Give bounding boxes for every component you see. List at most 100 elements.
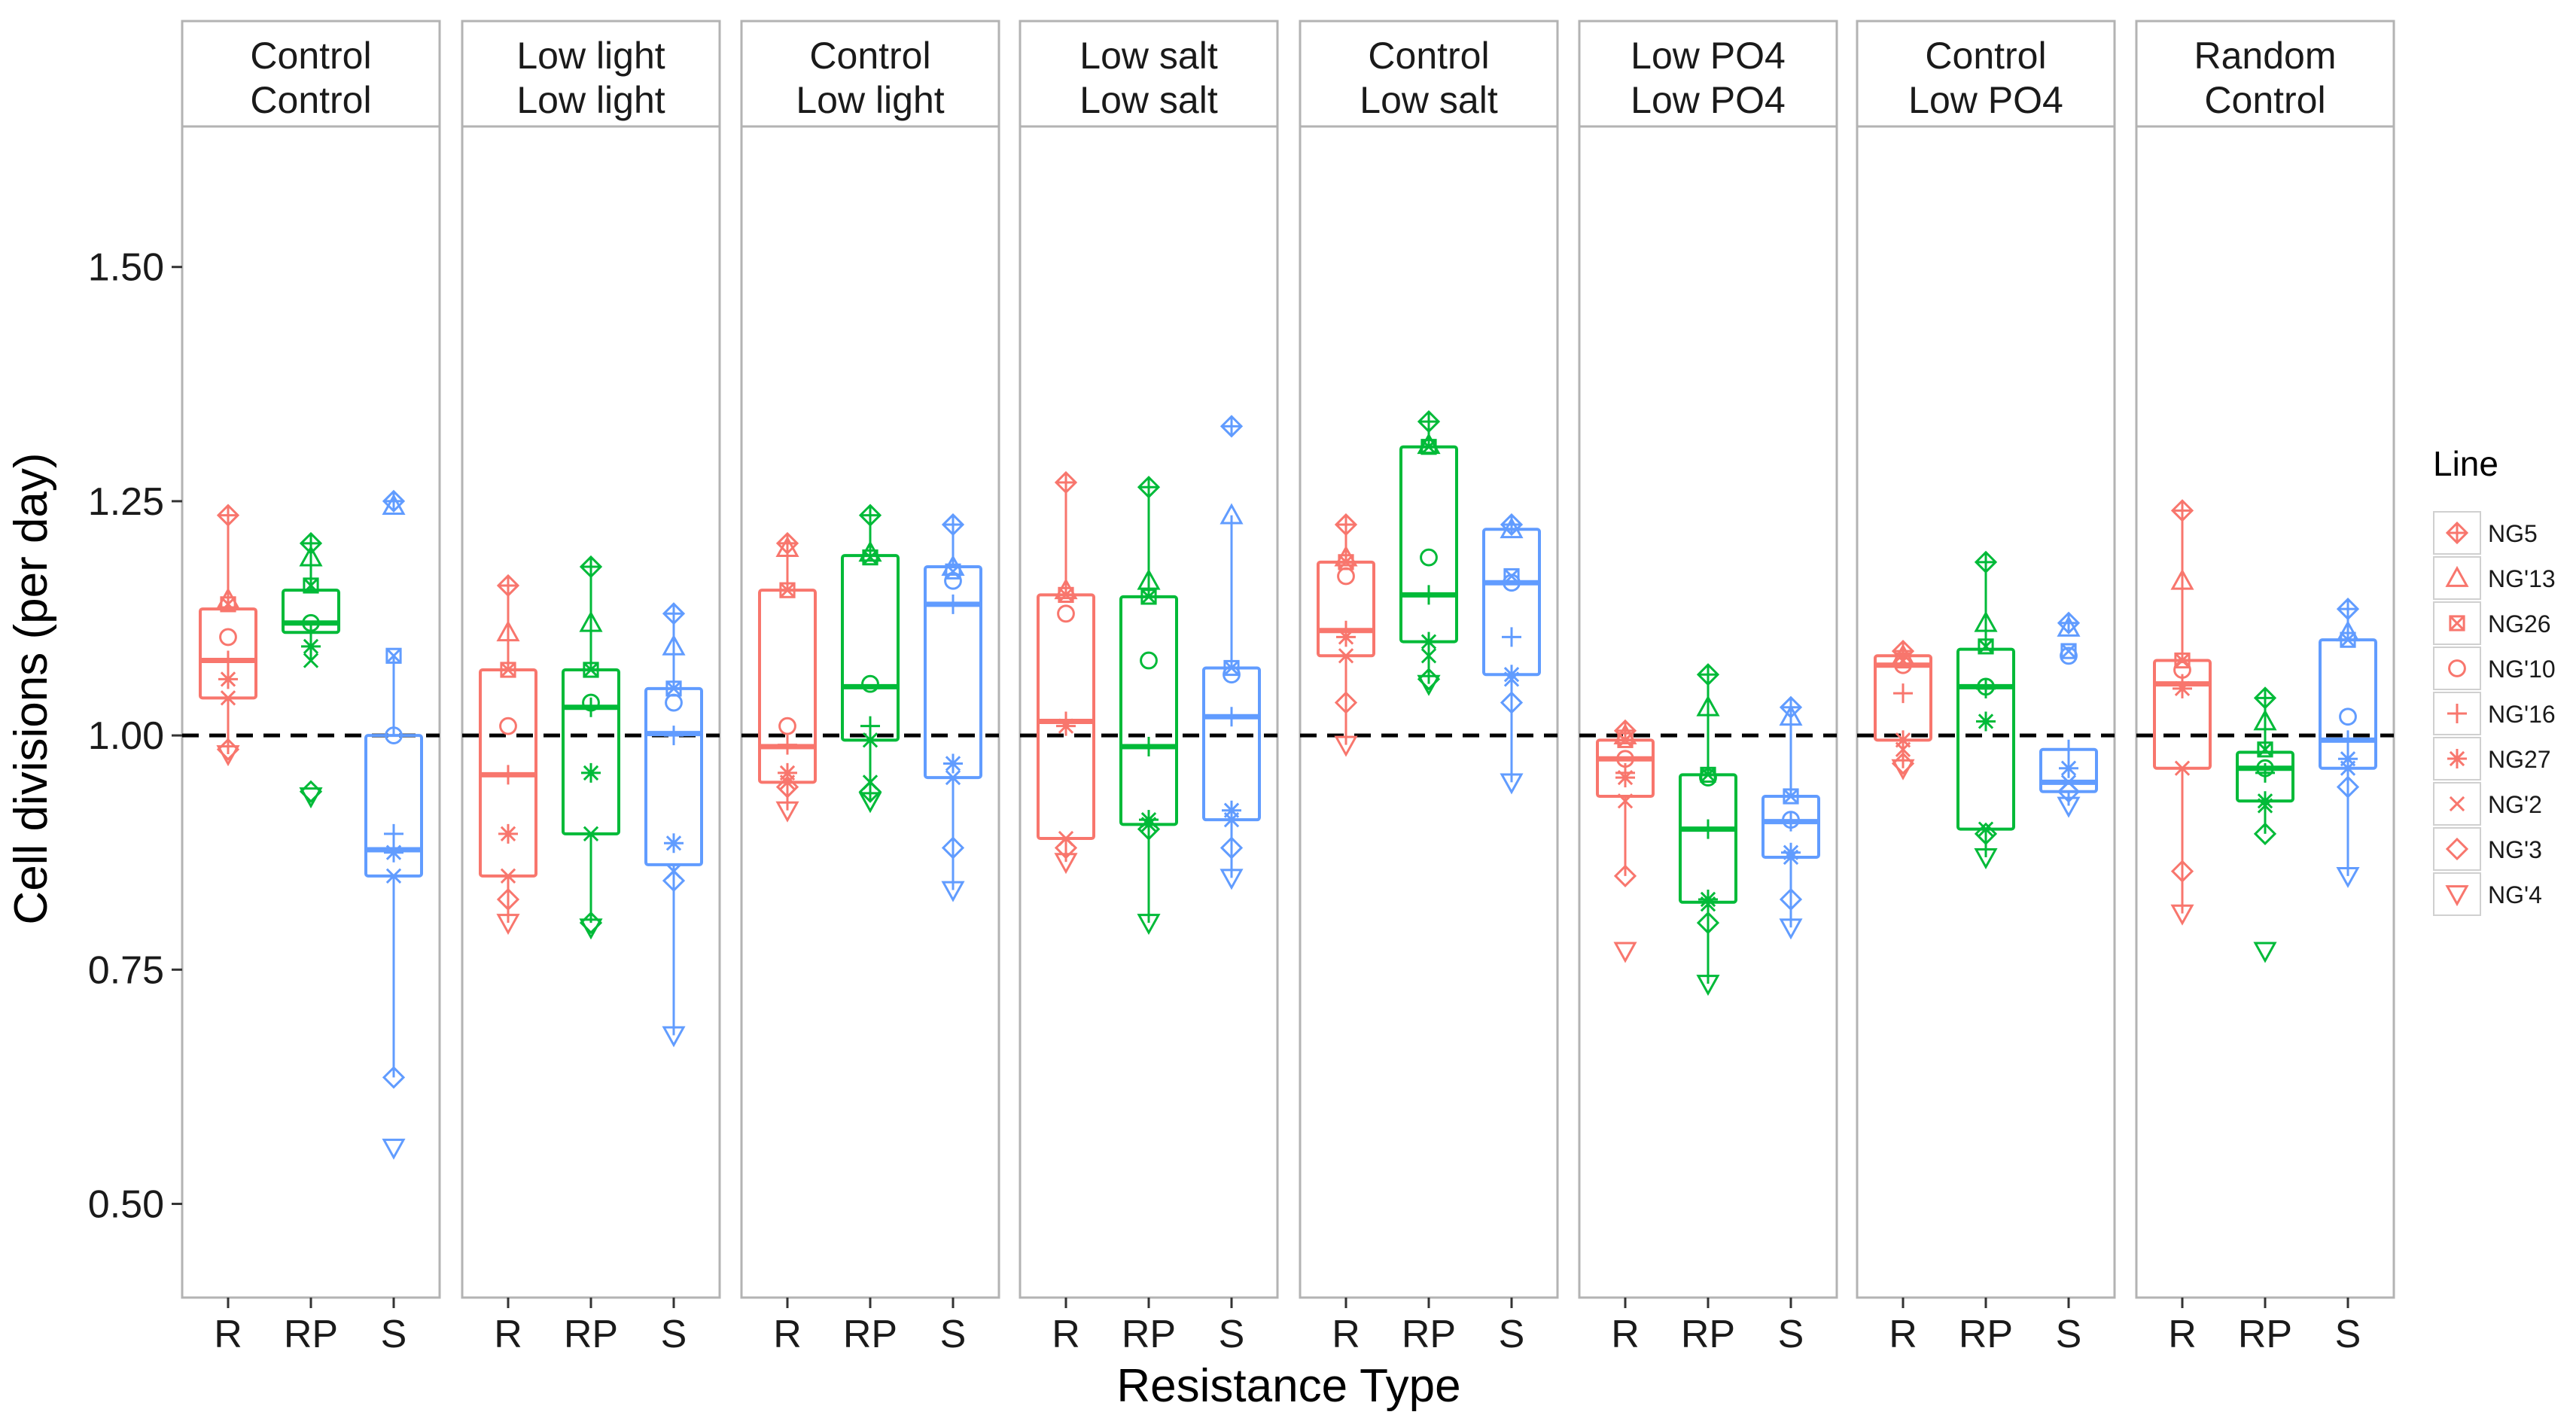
symbol-part <box>1779 918 1803 940</box>
data-point <box>218 669 238 689</box>
data-point <box>1615 768 1635 788</box>
box-iqr <box>1202 666 1261 822</box>
data-point <box>2257 798 2273 814</box>
data-point <box>858 792 882 814</box>
data-point <box>496 574 520 598</box>
symbol-part <box>860 505 880 525</box>
symbol-part <box>1334 735 1358 757</box>
facet-strip <box>740 20 1000 128</box>
symbol-part <box>664 726 684 746</box>
symbol-part <box>943 753 963 774</box>
data-point <box>1891 759 1915 780</box>
symbol-part <box>862 549 878 566</box>
data-point <box>1500 691 1524 714</box>
data-point <box>500 662 516 678</box>
symbol-part <box>2253 709 2277 731</box>
data-point <box>303 577 319 594</box>
facet-strip-label: Low PO4 <box>1631 79 1786 121</box>
legend-key <box>2433 827 2481 871</box>
symbol-part <box>583 826 599 841</box>
symbol-part <box>2448 659 2466 677</box>
data-point <box>220 596 236 613</box>
symbol-part <box>1420 439 1437 455</box>
symbol-part <box>1696 911 1720 935</box>
data-point <box>2059 758 2078 778</box>
data-point <box>2060 647 2078 665</box>
legend-label: NG'10 <box>2488 656 2556 683</box>
symbol-part <box>2447 749 2467 768</box>
data-point <box>1219 836 1244 860</box>
data-point <box>1223 659 1240 677</box>
facet-strip <box>181 20 441 128</box>
symbol-part <box>500 868 516 884</box>
symbol-part <box>858 780 882 803</box>
facet-strip-label: Control <box>1368 35 1489 77</box>
symbol-part <box>1893 730 1913 750</box>
legend-entry: NG'2 <box>2433 782 2542 826</box>
symbol-part <box>1698 819 1718 839</box>
facet-strip-label: Low PO4 <box>1631 35 1786 77</box>
data-point <box>1337 567 1355 586</box>
data-point <box>662 634 686 656</box>
symbol-part <box>1893 683 1913 704</box>
symbol-part <box>1978 638 1994 655</box>
symbol-part <box>2340 760 2356 776</box>
data-point <box>662 1026 686 1048</box>
legend-entry: NG'13 <box>2433 556 2556 600</box>
x-tick-label: R <box>1889 1313 1917 1356</box>
symbol-part <box>498 765 518 785</box>
symbol-part <box>2257 798 2273 814</box>
symbol-part <box>2255 762 2275 783</box>
data-point <box>1779 704 1803 726</box>
symbol-part <box>220 690 236 706</box>
symbol-part <box>1139 477 1159 498</box>
panel-background <box>1299 125 1559 1299</box>
data-point <box>382 1066 406 1089</box>
symbol-part <box>1974 822 1998 845</box>
symbol-part <box>1783 788 1799 805</box>
data-point <box>861 674 879 693</box>
symbol-part <box>579 610 603 632</box>
data-point <box>496 887 520 911</box>
data-point <box>216 504 240 527</box>
symbol-part <box>496 620 520 642</box>
symbol-part <box>382 494 406 516</box>
box-r <box>1037 470 1095 875</box>
x-tick-label: S <box>381 1313 407 1356</box>
symbol-part <box>500 662 516 678</box>
data-point <box>778 735 797 755</box>
symbol-part <box>1700 896 1716 912</box>
legend-entry: NG'10 <box>2433 647 2556 690</box>
data-point <box>1140 651 1158 670</box>
symbol-part <box>382 1138 406 1160</box>
data-point <box>1137 568 1161 590</box>
facet-strip-label: Control <box>809 35 930 77</box>
box-r <box>1596 719 1655 963</box>
symbol-part <box>581 762 601 783</box>
data-point <box>1974 550 1998 574</box>
symbol-part <box>384 842 403 863</box>
legend-symbol <box>2445 521 2469 545</box>
symbol-part <box>218 650 238 671</box>
symbol-part <box>778 762 797 783</box>
symbol-part <box>1617 793 1634 809</box>
symbol-part <box>1219 503 1244 525</box>
data-point <box>1781 811 1801 832</box>
data-point <box>945 563 961 580</box>
symbol-part <box>945 563 961 580</box>
facet-strip-label: Control <box>250 79 371 121</box>
symbol-part <box>1503 574 1521 592</box>
symbol-part <box>1054 853 1078 875</box>
data-point <box>1419 631 1439 652</box>
data-point <box>662 602 686 625</box>
symbol-part <box>385 647 402 664</box>
x-tick-label: R <box>1611 1313 1640 1356</box>
symbol-part <box>941 881 965 902</box>
data-point <box>498 765 518 785</box>
data-point <box>2255 762 2275 783</box>
symbol-part <box>2449 615 2465 631</box>
facet-strip-label: Low PO4 <box>1908 79 2063 121</box>
symbol-part <box>861 674 879 693</box>
legend-symbol <box>2447 704 2467 723</box>
